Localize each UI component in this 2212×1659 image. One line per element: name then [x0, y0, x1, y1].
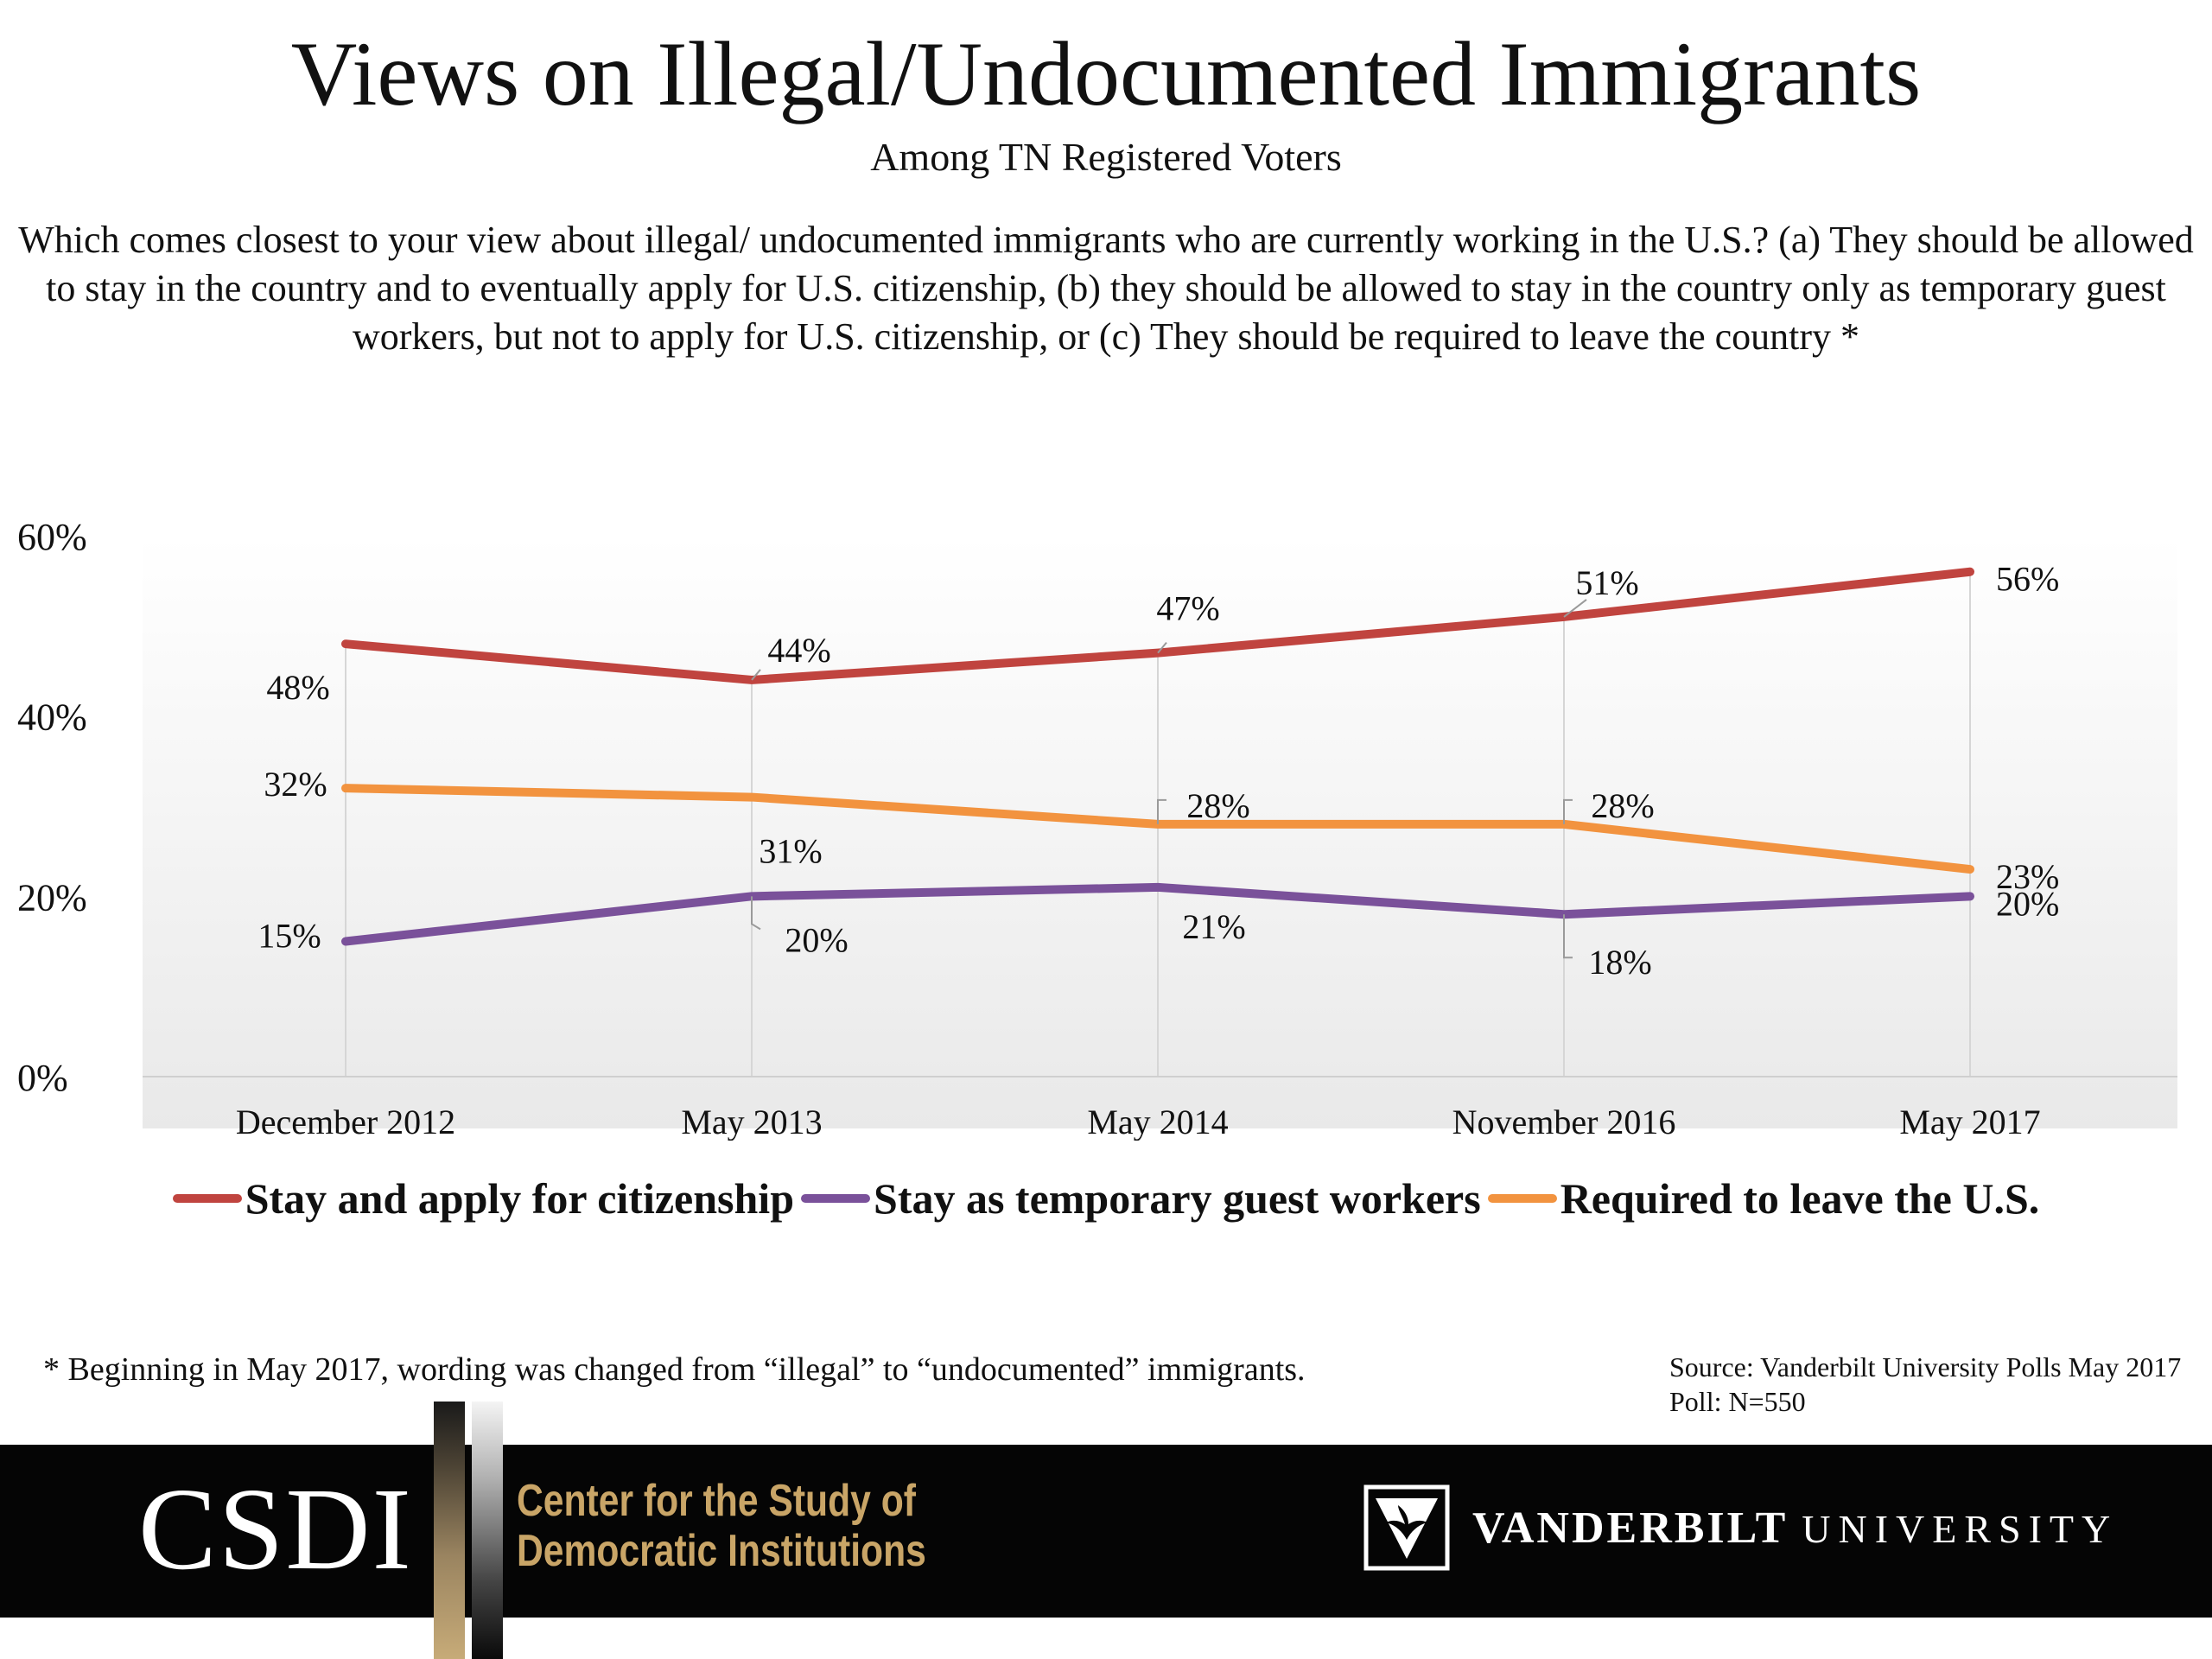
legend-swatch-leave: [1487, 1194, 1557, 1203]
csdi-logo: CSDI: [138, 1465, 413, 1594]
footer-bar: [0, 1445, 2212, 1618]
data-label: 48%: [266, 668, 329, 707]
y-tick-label: 60%: [17, 516, 87, 558]
plot-area: [143, 536, 2177, 1128]
survey-question: Which comes closest to your view about i…: [18, 219, 2194, 358]
chart-legend: Stay and apply for citizenship Stay as t…: [0, 1168, 2212, 1229]
series-line: [341, 784, 1974, 874]
data-label: 56%: [1996, 560, 2059, 599]
legend-label-leave: Required to leave the U.S.: [1560, 1174, 2040, 1223]
label-leader-line: [1157, 798, 1166, 824]
legend-label-citizenship: Stay and apply for citizenship: [245, 1174, 795, 1223]
line-chart: 0% 20% 40% 60% December 2012 May 2013 May 201…: [17, 516, 2177, 1141]
data-label: 23%: [1996, 857, 2059, 896]
data-label: 20%: [785, 920, 848, 959]
x-tick-label: May 2013: [681, 1103, 822, 1141]
x-tick-label: December 2012: [236, 1103, 455, 1141]
x-tick-label: May 2014: [1087, 1103, 1228, 1141]
source-note: Source: Vanderbilt University Polls May …: [1669, 1351, 2182, 1417]
x-tick-label: November 2016: [1452, 1103, 1676, 1141]
legend-item-leave: Required to leave the U.S.: [1487, 1168, 2040, 1229]
legend-item-guest-workers: Stay as temporary guest workers: [801, 1168, 1481, 1229]
series-line: [341, 882, 1974, 946]
vanderbilt-wordmark: VANDERBILT: [1472, 1503, 1789, 1553]
label-leader-line: [751, 669, 761, 681]
data-label: 31%: [759, 832, 822, 871]
label-leader-line: [1157, 641, 1167, 654]
legend-label-guest-workers: Stay as temporary guest workers: [874, 1174, 1481, 1223]
data-label: 18%: [1588, 943, 1651, 982]
center-name: Center for the Study of Democratic Insti…: [517, 1476, 926, 1576]
legend-swatch-citizenship: [172, 1194, 242, 1203]
label-leader-line: [1563, 599, 1587, 618]
data-label: 32%: [264, 765, 327, 804]
data-label: 47%: [1156, 589, 1219, 628]
legend-item-citizenship: Stay and apply for citizenship: [172, 1168, 795, 1229]
center-name-line-2: Democratic Institutions: [517, 1526, 926, 1576]
university-wordmark: UNIVERSITY: [1802, 1507, 2119, 1551]
vanderbilt-shield-icon: [1363, 1484, 1450, 1571]
legend-swatch-guest-workers: [801, 1194, 871, 1203]
y-tick-label: 0%: [17, 1057, 68, 1099]
y-tick-label: 40%: [17, 696, 87, 739]
y-tick-label: 20%: [17, 876, 87, 918]
label-leader-line: [1563, 798, 1573, 824]
data-label: 20%: [1996, 884, 2059, 923]
label-leader-line: [751, 896, 761, 931]
data-label: 15%: [257, 917, 321, 956]
chart-subtitle: Among TN Registered Voters: [870, 135, 1342, 179]
x-tick-label: May 2017: [1899, 1103, 2040, 1141]
decorative-gold-bar: [434, 1402, 465, 1659]
vanderbilt-university-logo: VANDERBILT UNIVERSITY: [1472, 1502, 2118, 1556]
label-leader-line: [1563, 914, 1573, 959]
data-label: 28%: [1186, 786, 1249, 825]
data-label: 21%: [1182, 907, 1245, 946]
footnote: * Beginning in May 2017, wording was cha…: [43, 1351, 1306, 1388]
data-label: 51%: [1575, 563, 1638, 602]
center-name-line-1: Center for the Study of: [517, 1476, 916, 1526]
data-label: 44%: [767, 631, 830, 670]
chart-title: Views on Illegal/Undocumented Immigrants: [290, 23, 1922, 124]
decorative-silver-bar: [472, 1402, 503, 1659]
data-label: 28%: [1591, 786, 1654, 825]
